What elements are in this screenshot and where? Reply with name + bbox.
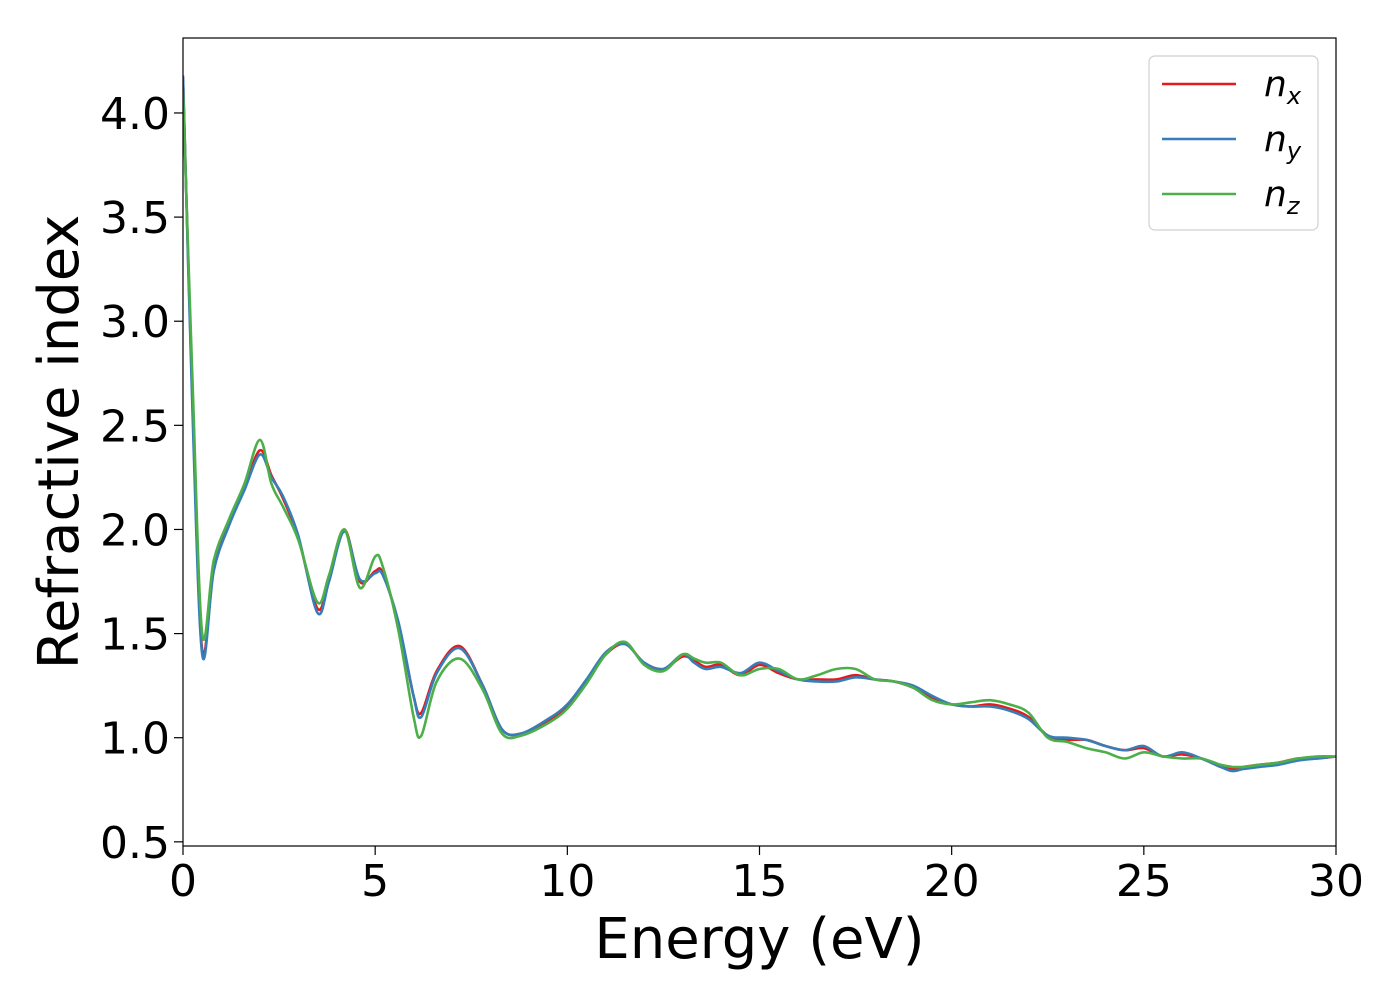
- series-line-n_z: [183, 92, 1336, 769]
- legend-label-n_z: nz: [1264, 174, 1301, 220]
- y-axis-ticks: 0.5 1.0 1.5 2.0 2.5 3.0 3.5 4.0: [100, 89, 183, 869]
- y-tick-label: 4.0: [100, 89, 170, 140]
- y-tick-label: 2.5: [100, 401, 170, 452]
- x-tick-label: 10: [539, 856, 595, 907]
- y-tick-label: 3.5: [100, 193, 170, 244]
- x-axis-label: Energy (eV): [594, 907, 924, 972]
- legend: nx ny nz: [1148, 55, 1319, 231]
- plot-lines: [183, 75, 1336, 773]
- x-tick-label: 5: [361, 856, 389, 907]
- y-tick-label: 0.5: [100, 818, 170, 869]
- y-axis-label: Refractive index: [27, 215, 92, 670]
- x-tick-label: 20: [924, 856, 980, 907]
- y-tick-label: 1.5: [100, 610, 170, 661]
- legend-frame: [1148, 55, 1319, 231]
- x-tick-label: 25: [1116, 856, 1172, 907]
- y-tick-label: 3.0: [100, 297, 170, 348]
- y-tick-label: 1.0: [100, 714, 170, 765]
- x-tick-label: 15: [732, 856, 788, 907]
- legend-label-n_x: nx: [1264, 64, 1302, 110]
- x-tick-label: 0: [169, 856, 197, 907]
- legend-label-n_y: ny: [1264, 119, 1302, 165]
- x-tick-label: 30: [1308, 856, 1364, 907]
- x-axis-ticks: 0 5 10 15 20 25 30: [169, 846, 1364, 907]
- y-tick-label: 2.0: [100, 505, 170, 556]
